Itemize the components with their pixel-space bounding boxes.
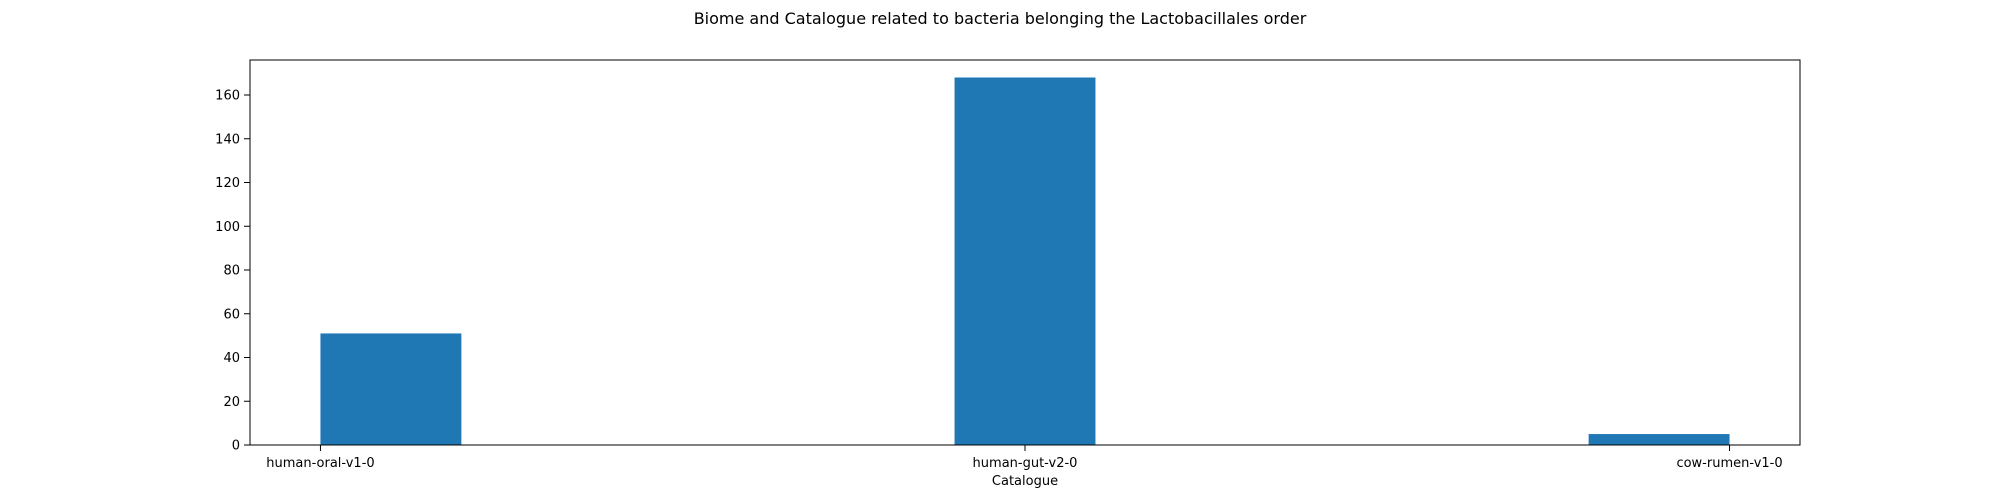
x-axis: human-oral-v1-0 human-gut-v2-0 cow-rumen-v… [266,445,1783,471]
plot-frame [249,59,1801,446]
chart-title: Biome and Catalogue related to bacteria … [694,9,1307,28]
bar-human-gut-v2-0 [954,77,1096,445]
y-tick-label: 40 [223,351,240,366]
y-tick-label: 100 [215,220,240,235]
x-tick-label-human-gut-v2-0: human-gut-v2-0 [973,456,1078,471]
x-axis-label: Catalogue [992,474,1058,489]
y-axis: 0 20 40 60 80 100 120 140 160 [215,89,250,454]
y-tick-label: 60 [223,307,240,322]
x-tick-label-human-oral-v1-0: human-oral-v1-0 [266,456,374,471]
y-tick-label: 120 [215,176,240,191]
y-tick-label: 80 [223,264,240,279]
y-tick-label: 0 [232,439,240,454]
y-tick-label: 20 [223,395,240,410]
y-tick-label: 140 [215,132,240,147]
bar-cow-rumen-v1-0 [1588,434,1730,445]
bar-human-oral-v1-0 [320,333,462,445]
x-tick-label-cow-rumen-v1-0: cow-rumen-v1-0 [1676,456,1782,471]
bars-layer [320,77,1730,445]
y-tick-label: 160 [215,89,240,104]
